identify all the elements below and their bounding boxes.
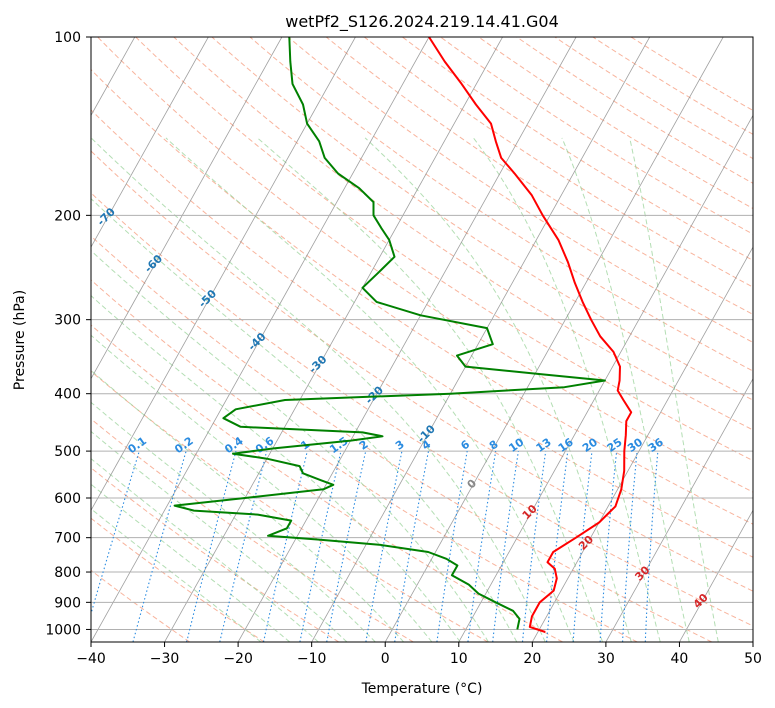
- x-tick-label: −20: [223, 651, 253, 667]
- x-axis: −40 −30 −20 −10 0 10 20 30 40 50: [76, 642, 762, 667]
- mixing-ratio-line: [132, 450, 187, 642]
- dry-adiabat: [554, 37, 753, 160]
- dry-adiabat: [91, 370, 489, 642]
- mixing-ratio-line: [599, 451, 618, 642]
- x-tick-label: −30: [150, 651, 180, 667]
- mixing-ratio-line: [521, 451, 547, 642]
- y-tick-label: 800: [54, 565, 81, 581]
- moist-adiabat: [364, 137, 632, 642]
- y-axis-label: Pressure (hPa): [12, 290, 28, 390]
- dry-adiabat: [91, 68, 753, 525]
- moist-adiabat: [629, 137, 719, 642]
- x-tick-label: −10: [297, 651, 327, 667]
- mixing-ratio-line: [492, 451, 519, 642]
- y-axis: 1000 900 800 700 600 500 400 300 200 100: [45, 30, 91, 638]
- isotherm: [679, 509, 753, 642]
- x-tick-label: 30: [597, 651, 615, 667]
- moist-adiabat: [91, 457, 319, 642]
- chart-title: wetPf2_S126.2024.219.14.41.G04: [285, 12, 559, 32]
- isotherm: [605, 377, 753, 642]
- y-tick-label: 400: [54, 387, 81, 403]
- x-tick-label: 20: [523, 651, 541, 667]
- y-tick-label: 100: [54, 30, 81, 46]
- y-tick-label: 900: [54, 595, 81, 611]
- dewpoint-line: [173, 37, 606, 630]
- dry-adiabat: [91, 235, 713, 642]
- dry-adiabat: [363, 37, 753, 288]
- dry-adiabat: [440, 37, 753, 235]
- x-axis-label: Temperature (°C): [361, 681, 483, 697]
- mixing-ratio-line: [219, 450, 268, 642]
- moist-adiabat: [91, 483, 291, 642]
- isotherm: [91, 37, 430, 642]
- moist-adiabat: [561, 137, 690, 642]
- dry-adiabat: [91, 324, 563, 642]
- moist-adiabat: [473, 137, 661, 642]
- isotherm: [91, 37, 209, 248]
- plot-border: [90, 36, 754, 643]
- y-tick-label: 600: [54, 491, 81, 507]
- isotherm: [91, 37, 283, 380]
- isotherm: [531, 246, 753, 642]
- dry-adiabat: [91, 279, 638, 642]
- axes-frame: [90, 36, 754, 643]
- isotherm: [458, 114, 753, 642]
- mixing-ratio-line: [436, 451, 468, 642]
- dry-adiabat: [91, 192, 753, 627]
- dry-adiabat: [249, 37, 753, 372]
- moist-adiabat: [257, 137, 603, 642]
- moist-adiabat: [91, 401, 376, 642]
- dry-adiabat: [173, 37, 753, 431]
- x-tick-label: −40: [76, 651, 106, 667]
- mixing-ratio-line: [262, 450, 308, 642]
- y-tick-label: 1000: [45, 622, 81, 638]
- isotherm: [91, 37, 356, 512]
- moist-adiabat: [91, 250, 489, 642]
- x-tick-label: 50: [744, 651, 762, 667]
- x-tick-label: 0: [381, 651, 390, 667]
- y-tick-label: 500: [54, 444, 81, 460]
- mixing-ratio-line: [467, 451, 497, 642]
- dry-adiabat: [91, 109, 753, 558]
- y-tick-label: 700: [54, 531, 81, 547]
- x-tick-label: 10: [450, 651, 468, 667]
- mixing-ratio-line: [546, 451, 569, 642]
- isotherm: [311, 37, 651, 642]
- dry-adiabat: [325, 37, 753, 316]
- moist-adiabat: [91, 430, 348, 642]
- moist-adiabat: [91, 198, 518, 642]
- dry-adiabat: [287, 37, 753, 343]
- y-tick-label: 200: [54, 208, 81, 224]
- mixing-ratio-line: [572, 451, 593, 642]
- moist-adiabat: [91, 508, 262, 642]
- mixing-ratio-line: [186, 450, 237, 642]
- moist-adiabat: [91, 334, 433, 642]
- isotherm: [237, 37, 577, 642]
- isotherm: [164, 37, 503, 642]
- dry-adiabat: [91, 418, 414, 642]
- mixing-ratio-line: [299, 450, 342, 642]
- temperature-line: [428, 37, 633, 633]
- dry-adiabat: [478, 37, 753, 210]
- moist-adiabat: [91, 295, 461, 642]
- isotherm: [384, 37, 724, 642]
- x-tick-label: 40: [671, 651, 689, 667]
- moist-adiabat: [91, 369, 404, 642]
- mixing-ratio-line: [91, 450, 140, 616]
- y-tick-label: 300: [54, 313, 81, 329]
